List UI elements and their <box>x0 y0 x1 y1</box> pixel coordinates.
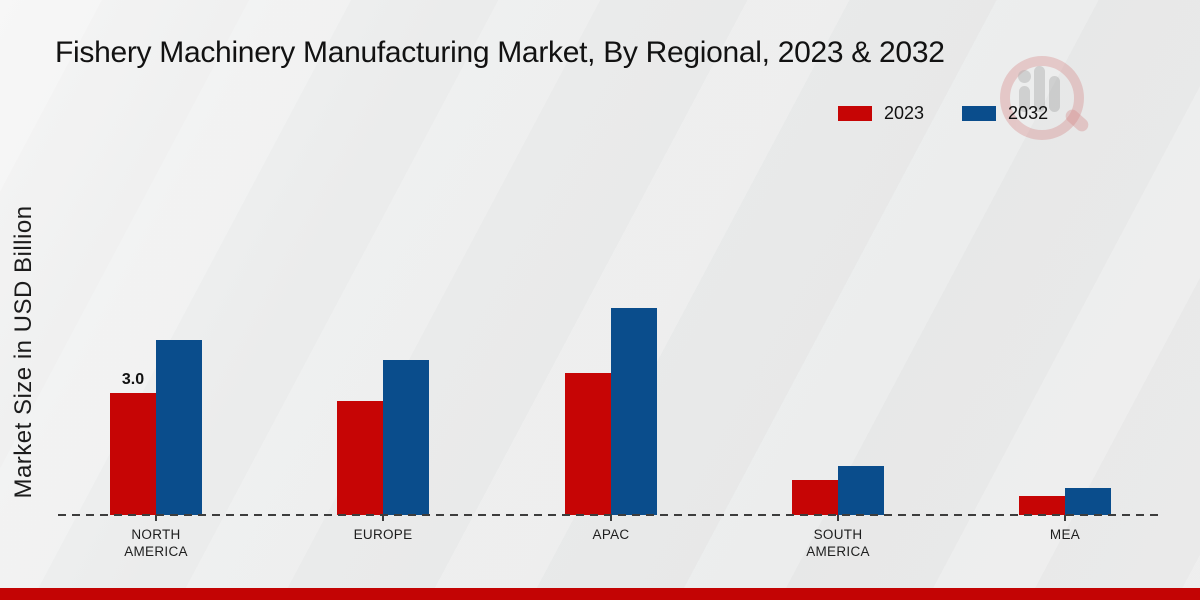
bar-apac-2032 <box>611 308 657 515</box>
bar-glyph-icon <box>1034 66 1045 112</box>
bar-europe-2023 <box>337 401 383 515</box>
category-label-north-america: NORTH AMERICA <box>124 527 188 559</box>
person-icon <box>1018 70 1031 83</box>
bar-mea-2032 <box>1065 488 1111 515</box>
bar-glyph-icon <box>1049 76 1060 112</box>
legend-item-2023: 2023 <box>838 103 924 124</box>
bar-south-america-2032 <box>838 466 884 515</box>
data-label-north-america-2023: 3.0 <box>121 371 145 388</box>
legend-swatch-2032 <box>962 106 997 121</box>
axis-tick <box>155 515 157 521</box>
category-label-apac: APAC <box>592 527 630 542</box>
bar-europe-2032 <box>383 360 429 515</box>
bar-glyph-icon <box>1019 86 1030 112</box>
bottom-accent-bar <box>0 588 1200 600</box>
legend-item-2032: 2032 <box>962 103 1048 124</box>
category-label-south-america: SOUTH AMERICA <box>806 527 870 559</box>
bar-mea-2023 <box>1019 496 1065 515</box>
category-label-europe: EUROPE <box>353 527 413 542</box>
bar-north-america-2023 <box>110 393 156 515</box>
legend: 2023 2032 <box>838 103 1048 124</box>
axis-tick <box>1064 515 1066 521</box>
legend-swatch-2023 <box>838 106 872 121</box>
axis-tick <box>382 515 384 521</box>
axis-tick <box>610 515 612 521</box>
bar-north-america-2032 <box>156 340 202 515</box>
y-axis-label: Market Size in USD Billion <box>10 205 37 499</box>
bar-south-america-2023 <box>792 480 838 515</box>
bar-apac-2023 <box>565 373 611 515</box>
chart-title: Fishery Machinery Manufacturing Market, … <box>55 36 945 69</box>
axis-tick <box>837 515 839 521</box>
magnifier-ring-icon <box>1000 56 1084 140</box>
company-logo-watermark <box>998 52 1092 142</box>
legend-label-2023: 2023 <box>884 103 925 123</box>
legend-label-2032: 2032 <box>1008 103 1049 123</box>
category-label-mea: MEA <box>1049 527 1081 542</box>
